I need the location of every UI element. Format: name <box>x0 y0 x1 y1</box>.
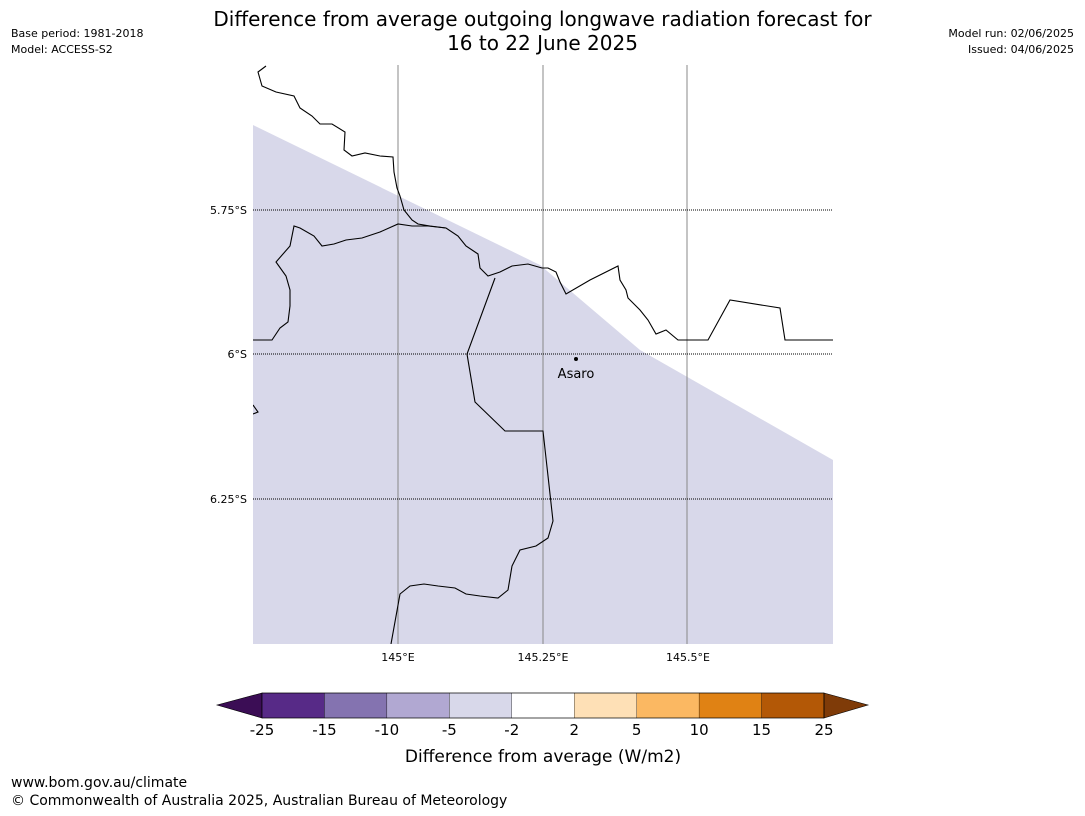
base-period-text: Base period: 1981-2018 <box>11 27 144 40</box>
meta-left: Base period: 1981-2018 Model: ACCESS-S2 <box>11 26 143 58</box>
title-line-2: 16 to 22 June 2025 <box>447 31 638 55</box>
colorbar-tick-label: -10 <box>375 721 400 739</box>
eastern-highlands-boundary <box>390 277 554 644</box>
colorbar-segment <box>449 692 512 719</box>
lat-label: 6°S <box>228 348 247 361</box>
colorbar-tick-label: 25 <box>814 721 833 739</box>
colorbar-high-extension <box>823 692 870 719</box>
colorbar-segment <box>261 692 325 719</box>
colorbar-segment <box>511 692 575 719</box>
colorbar-segment <box>386 692 450 719</box>
colorbar-outline <box>261 692 825 719</box>
colorbar-tick-label: 2 <box>569 721 579 739</box>
colorbar-tick-label: 15 <box>752 721 771 739</box>
lon-label: 145.25°E <box>518 651 569 664</box>
colorbar-ticks: -25 -15 -10 -5 -2 2 5 10 15 25 <box>250 721 834 739</box>
chart-title: Difference from average outgoing longwav… <box>0 7 1085 55</box>
model-run-text: Model run: 02/06/2025 <box>948 27 1074 40</box>
northern-boundary <box>257 65 833 341</box>
colorbar-title: Difference from average (W/m2) <box>405 747 681 767</box>
colorbar-segment <box>574 692 637 719</box>
map-panel <box>253 65 833 644</box>
colorbar-tick-label: -2 <box>504 721 519 739</box>
colorbar: -25 -15 -10 -5 -2 2 5 10 15 25 Difference from av… <box>215 692 870 767</box>
lat-label: 6.25°S <box>210 493 247 506</box>
colorbar-tick-label: -15 <box>312 721 337 739</box>
central-highlands-boundary <box>253 223 447 341</box>
colorbar-tick-label: 10 <box>690 721 709 739</box>
model-text: Model: ACCESS-S2 <box>11 43 113 56</box>
lon-label: 145°E <box>381 651 414 664</box>
title-line-1: Difference from average outgoing longwav… <box>213 7 872 31</box>
colorbar-tick-label: 5 <box>632 721 642 739</box>
colorbar-segment <box>761 692 825 719</box>
colorbar-segment <box>636 692 700 719</box>
lon-label: 145.5°E <box>666 651 710 664</box>
meta-right: Model run: 02/06/2025 Issued: 04/06/2025 <box>948 26 1074 58</box>
colorbar-tick-label: -5 <box>442 721 457 739</box>
western-coast-fragment <box>253 404 259 415</box>
colorbar-segments <box>261 692 825 719</box>
footer-url[interactable]: www.bom.gov.au/climate <box>11 775 188 791</box>
colorbar-segment <box>698 692 762 719</box>
lat-label: 5.75°S <box>210 204 247 217</box>
asaro-marker <box>574 357 578 361</box>
colorbar-low-extension <box>215 692 263 719</box>
footer-copyright: © Commonwealth of Australia 2025, Austra… <box>11 793 508 809</box>
asaro-label: Asaro <box>558 367 595 382</box>
colorbar-tick-label: -25 <box>250 721 275 739</box>
colorbar-segment <box>324 692 388 719</box>
issued-text: Issued: 04/06/2025 <box>967 43 1074 56</box>
footer: www.bom.gov.au/climate © Commonwealth of… <box>11 774 507 810</box>
